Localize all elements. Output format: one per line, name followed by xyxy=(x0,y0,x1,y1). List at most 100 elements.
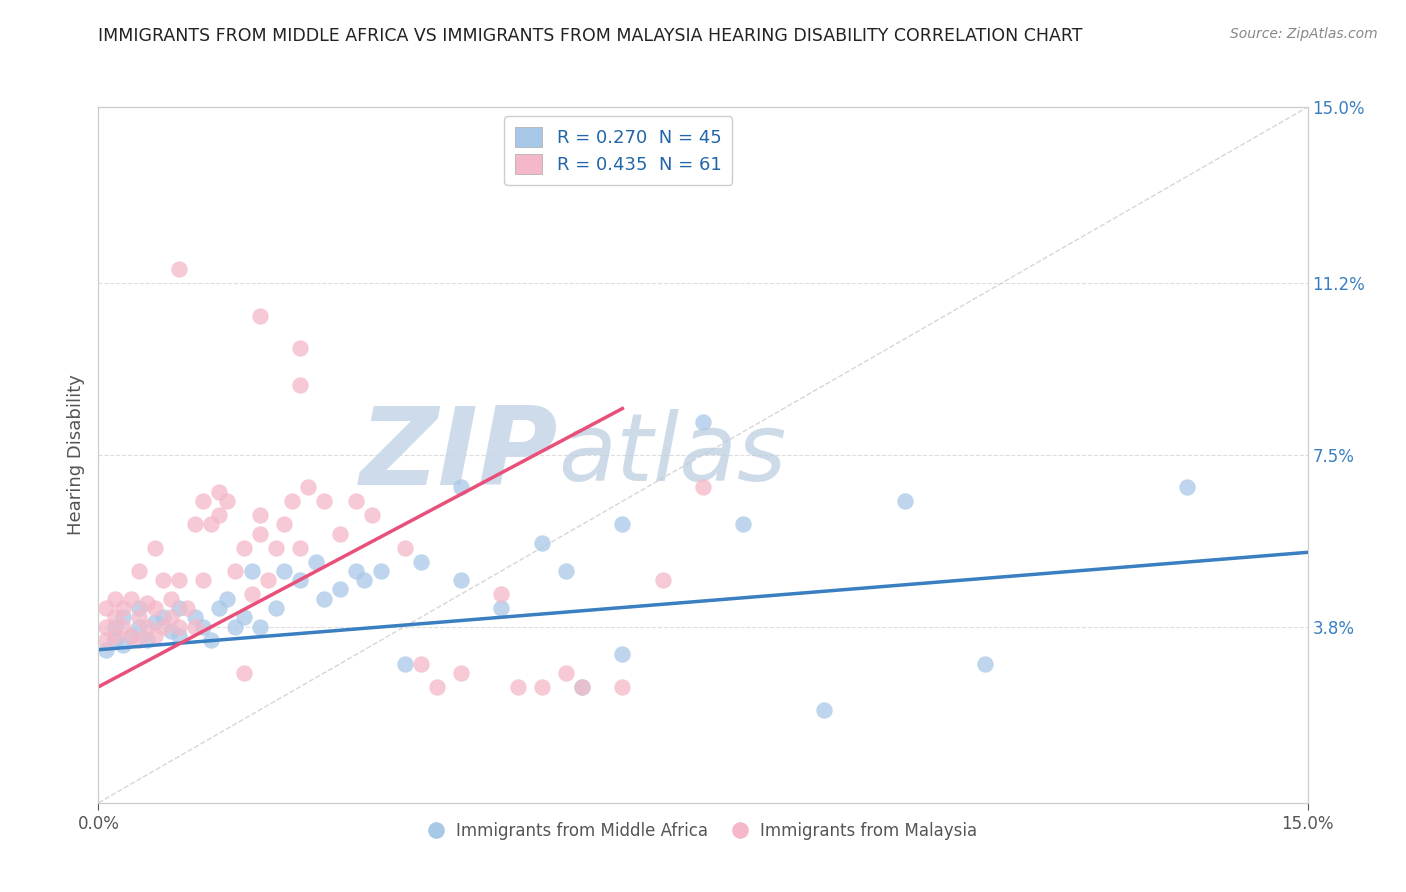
Point xyxy=(103,629,125,643)
Point xyxy=(111,601,134,615)
Point xyxy=(240,587,263,601)
Text: ZIP: ZIP xyxy=(360,402,558,508)
Point xyxy=(240,564,263,578)
Point xyxy=(167,573,190,587)
Point xyxy=(167,619,190,633)
Point xyxy=(555,665,578,680)
Point xyxy=(1175,480,1198,494)
Point xyxy=(344,564,367,578)
Point xyxy=(314,494,336,508)
Point xyxy=(361,508,384,523)
Point xyxy=(288,541,311,555)
Point xyxy=(111,610,134,624)
Point xyxy=(264,601,287,615)
Point xyxy=(893,494,915,508)
Point xyxy=(450,573,472,587)
Point xyxy=(128,610,150,624)
Point xyxy=(450,480,472,494)
Point xyxy=(370,564,392,578)
Point xyxy=(208,508,231,523)
Point xyxy=(184,619,207,633)
Point xyxy=(491,587,513,601)
Point xyxy=(152,610,174,624)
Point xyxy=(426,680,449,694)
Point xyxy=(409,657,432,671)
Point xyxy=(120,591,142,606)
Point xyxy=(288,378,311,392)
Point xyxy=(281,494,304,508)
Point xyxy=(96,642,118,657)
Point xyxy=(232,665,254,680)
Point xyxy=(184,517,207,532)
Point xyxy=(530,536,553,550)
Y-axis label: Hearing Disability: Hearing Disability xyxy=(66,375,84,535)
Text: atlas: atlas xyxy=(558,409,786,500)
Point xyxy=(692,480,714,494)
Point xyxy=(96,619,118,633)
Point xyxy=(176,601,198,615)
Point xyxy=(217,494,239,508)
Point xyxy=(160,591,183,606)
Point xyxy=(506,680,529,694)
Point xyxy=(813,703,835,717)
Point xyxy=(143,629,166,643)
Point xyxy=(217,591,239,606)
Point xyxy=(135,633,157,648)
Point xyxy=(273,517,295,532)
Point xyxy=(273,564,295,578)
Point xyxy=(571,680,593,694)
Point xyxy=(612,680,634,694)
Point xyxy=(733,517,755,532)
Point xyxy=(160,610,183,624)
Point xyxy=(297,480,319,494)
Point xyxy=(167,601,190,615)
Point xyxy=(128,564,150,578)
Point xyxy=(344,494,367,508)
Point xyxy=(103,610,125,624)
Point xyxy=(329,526,352,541)
Point xyxy=(224,619,246,633)
Point xyxy=(224,564,246,578)
Point xyxy=(450,665,472,680)
Point xyxy=(329,582,352,597)
Legend: Immigrants from Middle Africa, Immigrants from Malaysia: Immigrants from Middle Africa, Immigrant… xyxy=(423,815,983,847)
Point xyxy=(232,610,254,624)
Point xyxy=(120,629,142,643)
Point xyxy=(305,555,328,569)
Point xyxy=(120,629,142,643)
Point xyxy=(555,564,578,578)
Point xyxy=(974,657,997,671)
Point xyxy=(96,633,118,648)
Point xyxy=(96,601,118,615)
Text: IMMIGRANTS FROM MIDDLE AFRICA VS IMMIGRANTS FROM MALAYSIA HEARING DISABILITY COR: IMMIGRANTS FROM MIDDLE AFRICA VS IMMIGRA… xyxy=(98,27,1083,45)
Point xyxy=(111,619,134,633)
Point xyxy=(249,526,271,541)
Point xyxy=(200,633,222,648)
Point xyxy=(491,601,513,615)
Point xyxy=(128,619,150,633)
Point xyxy=(256,573,278,587)
Point xyxy=(193,619,215,633)
Point xyxy=(143,615,166,629)
Point xyxy=(160,624,183,639)
Point xyxy=(143,601,166,615)
Point xyxy=(264,541,287,555)
Point xyxy=(103,633,125,648)
Point xyxy=(651,573,673,587)
Point xyxy=(208,601,231,615)
Point xyxy=(530,680,553,694)
Point xyxy=(232,541,254,555)
Point xyxy=(612,517,634,532)
Point xyxy=(103,591,125,606)
Point xyxy=(249,508,271,523)
Point xyxy=(184,610,207,624)
Point xyxy=(143,541,166,555)
Point xyxy=(167,629,190,643)
Point xyxy=(612,648,634,662)
Point xyxy=(135,596,157,610)
Point xyxy=(200,517,222,532)
Point xyxy=(249,619,271,633)
Point xyxy=(193,494,215,508)
Point xyxy=(353,573,375,587)
Point xyxy=(152,619,174,633)
